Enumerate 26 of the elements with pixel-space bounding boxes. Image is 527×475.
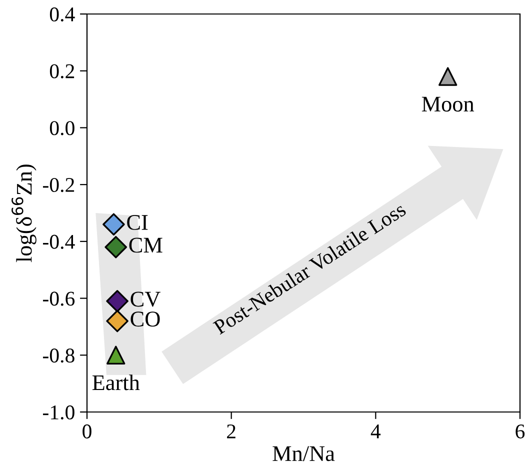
series-label: Moon (422, 96, 474, 112)
x-tick-label: 2 (227, 424, 236, 438)
series-label: CV (130, 292, 160, 307)
y-tick-label: 0.0 (50, 121, 74, 136)
point (106, 346, 126, 364)
point (438, 67, 458, 86)
point (102, 213, 125, 236)
x-tick-label: 4 (370, 424, 381, 438)
y-axis-title: log(δ$^{66}$Zn) (12, 164, 36, 262)
y-tick-label: -0.4 (42, 234, 75, 249)
point (106, 290, 128, 312)
x-axis-title: Mn/Na (272, 446, 335, 462)
x-tick-label: 6 (516, 424, 525, 438)
y-tick-label: -0.2 (42, 178, 74, 192)
y-tick-label: 0.4 (50, 7, 75, 22)
series-label: Earth (92, 374, 140, 390)
point (106, 310, 128, 332)
y-tick-label: -0.8 (42, 348, 74, 363)
x-tick-label: 0 (82, 424, 92, 438)
y-tick-label: -1.0 (42, 405, 74, 420)
y-tick-label: -0.6 (42, 292, 75, 306)
series-label: CO (130, 312, 160, 327)
y-tick-label: 0.2 (50, 64, 74, 78)
series-label: CI (127, 215, 148, 230)
series-label: CM (129, 238, 162, 253)
point (104, 236, 127, 258)
